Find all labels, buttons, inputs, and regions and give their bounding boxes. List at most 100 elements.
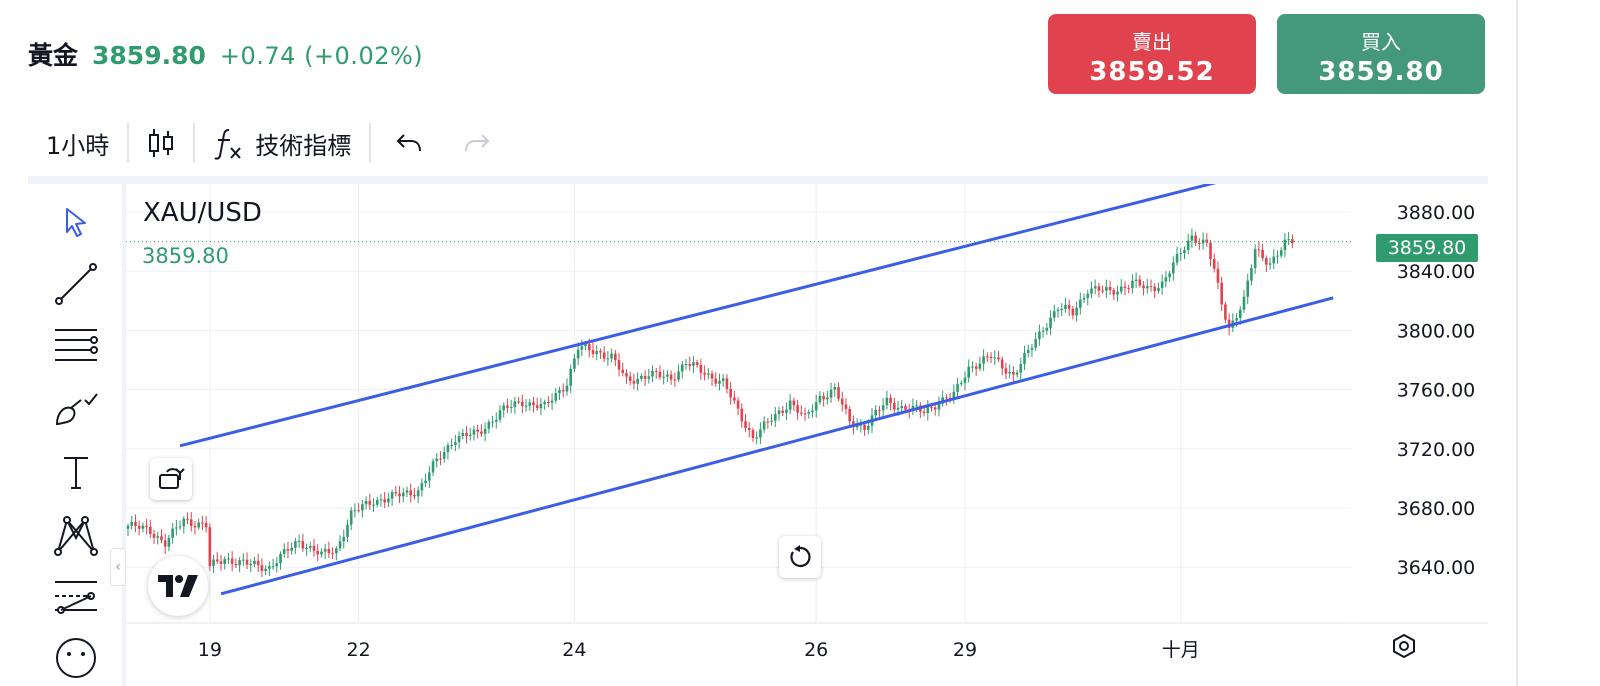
candle-body xyxy=(833,387,837,390)
candle-body xyxy=(695,362,699,365)
function-icon xyxy=(214,129,242,160)
candle-body xyxy=(703,372,706,375)
candle-body xyxy=(684,364,688,366)
chart-pane[interactable]: 19 22 24 26 29 十月 3880.00 3840.00 3800.00 3760.00… xyxy=(126,172,1488,686)
candle-body xyxy=(974,366,978,369)
redo-button[interactable] xyxy=(443,118,511,168)
candle-body xyxy=(669,374,673,380)
candle-body xyxy=(502,405,506,411)
y-tick-label: 3760.00 xyxy=(1397,380,1476,402)
candle-body xyxy=(580,346,584,350)
toolbar-separator xyxy=(369,123,372,163)
brush-tool[interactable] xyxy=(48,382,104,438)
sell-button[interactable]: 賣出 3859.52 xyxy=(1048,14,1256,94)
candle-body xyxy=(956,383,959,392)
pattern-tool[interactable] xyxy=(48,508,104,564)
chart-type-button[interactable] xyxy=(129,118,193,168)
candle-body xyxy=(361,504,364,511)
candle-body xyxy=(569,368,572,386)
candle-body xyxy=(375,499,379,505)
indicators-button[interactable]: 技術指標 xyxy=(195,118,369,168)
buy-label: 買入 xyxy=(1361,30,1401,54)
candle-body xyxy=(844,404,848,409)
candle-body xyxy=(1238,309,1242,319)
candle-body xyxy=(1067,305,1071,309)
candle-body xyxy=(145,525,148,527)
trend-line-tool[interactable] xyxy=(48,256,104,312)
text-tool[interactable] xyxy=(48,444,104,500)
candle-body xyxy=(1052,311,1056,318)
candle-body xyxy=(930,407,933,409)
candle-body xyxy=(435,458,439,462)
candle-body xyxy=(1142,285,1145,289)
candle-body xyxy=(662,376,665,378)
reset-button[interactable] xyxy=(779,536,821,578)
candle-body xyxy=(573,358,576,369)
undo-button[interactable] xyxy=(371,118,443,168)
candle-body xyxy=(1119,286,1123,292)
candle-body xyxy=(714,378,718,384)
chart-settings-icon[interactable] xyxy=(1393,633,1415,659)
candle-body xyxy=(1250,268,1253,281)
candle-body xyxy=(781,410,785,413)
candle-body xyxy=(156,536,160,538)
candle-body xyxy=(606,358,610,360)
candle-body xyxy=(840,398,844,405)
cursor-tool[interactable] xyxy=(48,194,104,250)
candle-body xyxy=(591,349,595,354)
candle-body xyxy=(937,403,941,410)
gear-icon-outline xyxy=(1393,633,1415,659)
x-tick-label: 十月 xyxy=(1162,639,1200,661)
candle-body xyxy=(368,500,372,505)
x-tick-label: 19 xyxy=(198,639,222,661)
candle-body xyxy=(725,378,729,389)
candle-body xyxy=(859,424,863,426)
candle-body xyxy=(242,559,245,561)
candle-body xyxy=(1079,299,1082,308)
candle-body xyxy=(431,461,435,473)
candle-body xyxy=(1019,364,1023,373)
fib-tool[interactable] xyxy=(48,318,104,374)
candle-body xyxy=(617,360,621,370)
candle-body xyxy=(346,524,349,537)
candle-body xyxy=(1097,286,1101,291)
candle-body xyxy=(372,504,375,506)
candle-body xyxy=(513,401,517,407)
candle-body xyxy=(963,377,967,383)
interval-button[interactable]: 1小時 xyxy=(28,118,127,168)
emoji-tool[interactable] xyxy=(48,630,104,686)
tradingview-logo[interactable] xyxy=(148,556,208,616)
candle-body xyxy=(454,442,457,446)
candle-body xyxy=(1105,286,1108,291)
candle-body xyxy=(1023,352,1026,365)
candle-body xyxy=(885,397,889,406)
toolbar-separator xyxy=(127,123,130,163)
forecast-tool[interactable] xyxy=(48,570,104,626)
candle-body xyxy=(1149,286,1153,288)
buy-button[interactable]: 買入 3859.80 xyxy=(1277,14,1485,94)
candle-body xyxy=(1060,308,1064,310)
candle-body xyxy=(279,553,282,564)
candle-body xyxy=(312,545,316,551)
candle-body xyxy=(394,492,398,494)
candle-body xyxy=(331,553,334,555)
candle-body xyxy=(472,429,476,435)
candle-body xyxy=(554,393,558,401)
candle-body xyxy=(1216,268,1220,283)
candle-body xyxy=(1041,330,1045,332)
price-chart[interactable]: 19 22 24 26 29 十月 3880.00 3840.00 3800.00 3760.00… xyxy=(126,172,1488,686)
candle-body xyxy=(379,499,383,501)
candle-body xyxy=(740,408,744,422)
candle-body xyxy=(785,409,788,413)
chart-toolbar: 1小時 技術指標 xyxy=(28,118,511,168)
candle-body xyxy=(468,434,472,437)
toolbar-collapse-handle[interactable]: ‹ xyxy=(110,548,126,586)
swap-button[interactable] xyxy=(150,458,192,500)
emoji-icon xyxy=(56,638,96,678)
candle-body xyxy=(1049,317,1052,328)
indicators-label: 技術指標 xyxy=(255,131,352,160)
candle-body xyxy=(658,371,662,378)
candle-body xyxy=(584,344,587,347)
candle-body xyxy=(175,527,178,529)
candle-body xyxy=(1172,262,1175,274)
